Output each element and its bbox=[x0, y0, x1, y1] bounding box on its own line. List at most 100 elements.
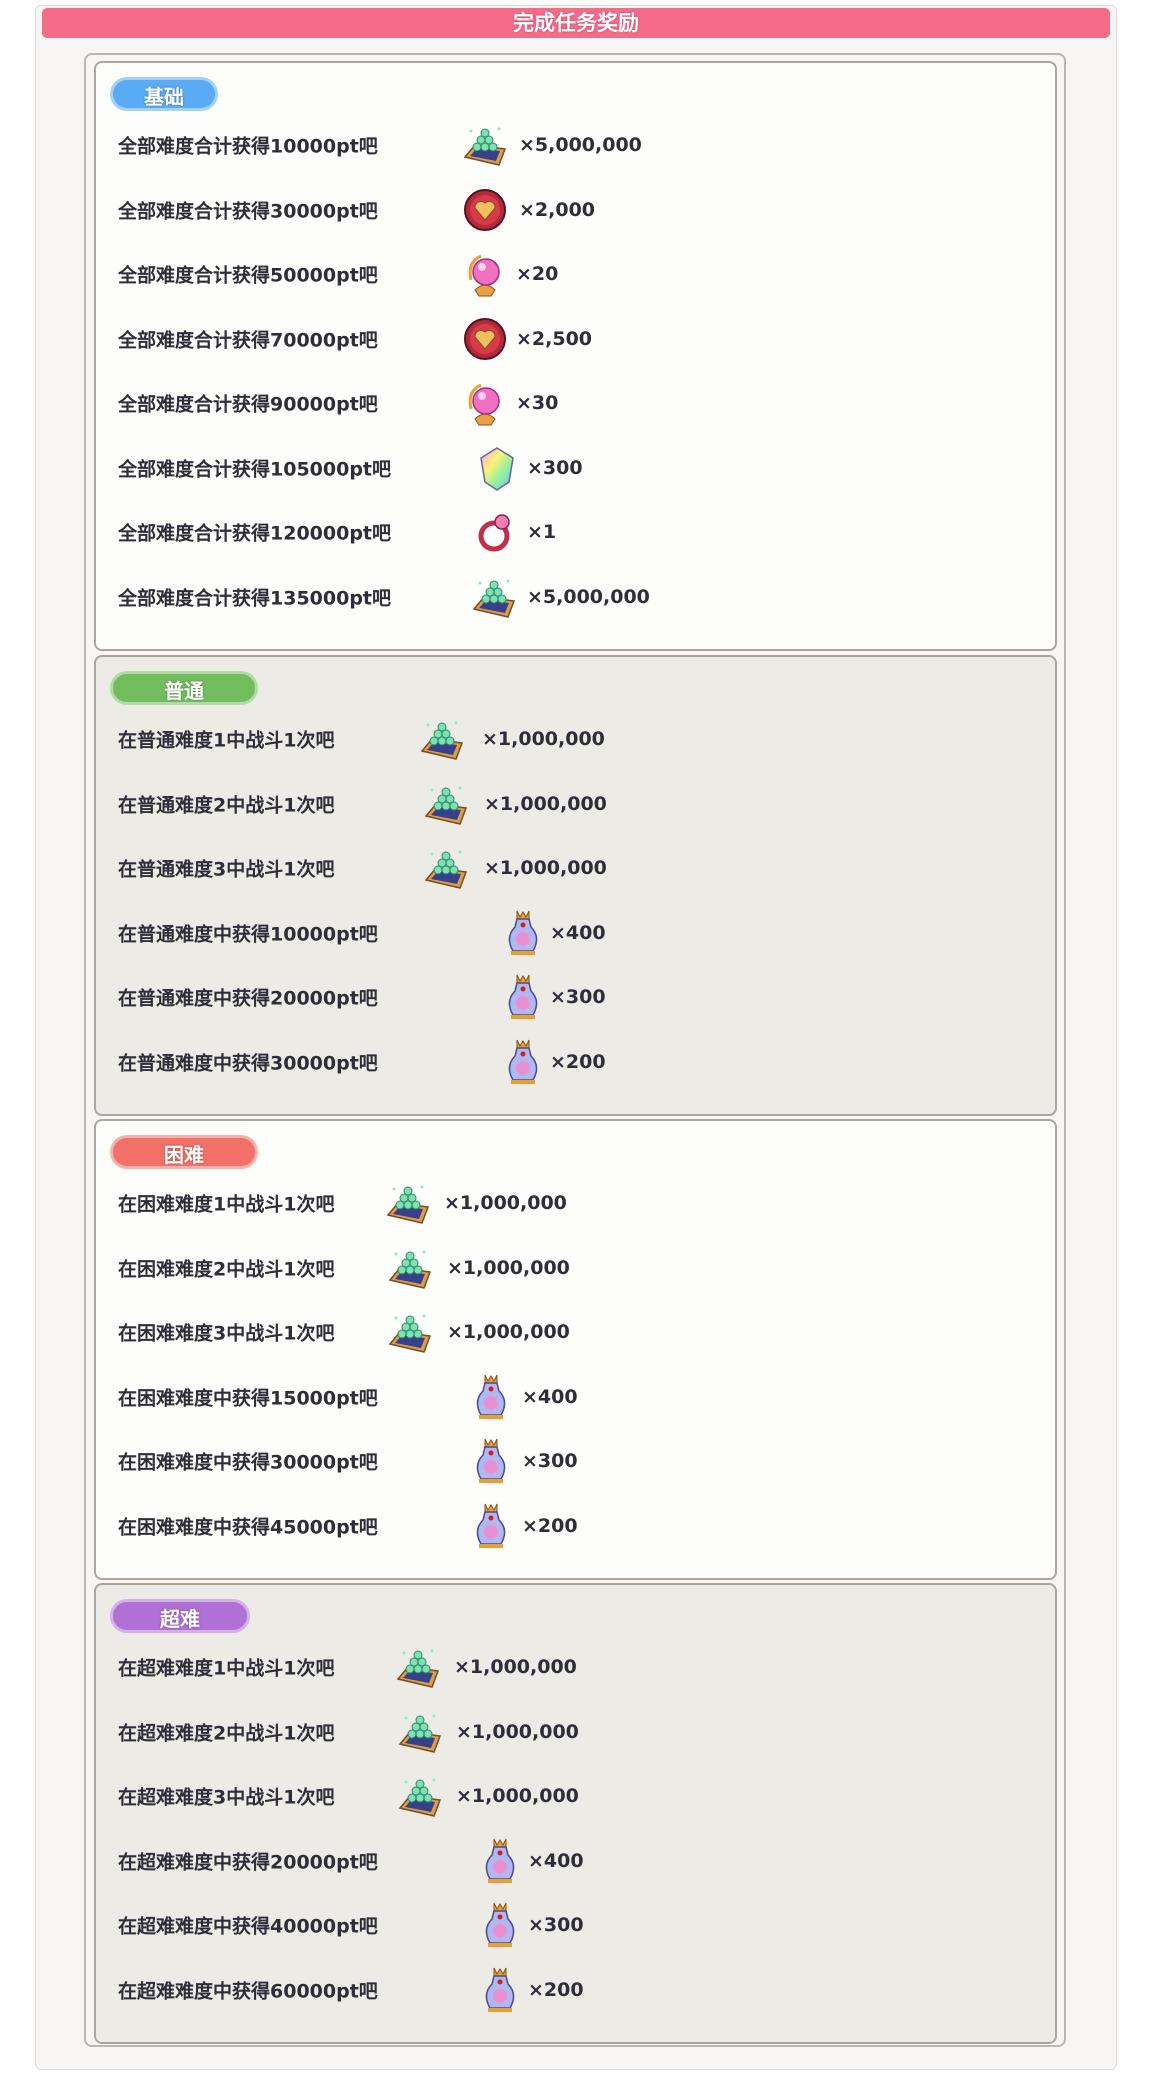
reward-amount: ×1,000,000 bbox=[484, 792, 607, 815]
section-basic: 基础 全部难度合计获得10000pt吧 ×5,000,000 全部难度合计获得3000… bbox=[94, 61, 1057, 651]
reward-amount: ×1,000,000 bbox=[456, 1720, 579, 1743]
heart-medal-icon bbox=[461, 315, 509, 363]
task-row: 在超难难度中获得60000pt吧 ×200 bbox=[96, 1958, 1055, 2023]
task-label: 全部难度合计获得70000pt吧 bbox=[118, 329, 378, 352]
reward-amount: ×400 bbox=[528, 1849, 584, 1872]
mana-gems-icon bbox=[386, 1244, 434, 1292]
reward-amount: ×300 bbox=[522, 1450, 578, 1473]
reward-amount: ×1 bbox=[527, 521, 557, 544]
reward-amount: ×2,500 bbox=[516, 327, 593, 350]
task-label: 在超难难度2中战斗1次吧 bbox=[118, 1722, 335, 1745]
task-label: 在普通难度2中战斗1次吧 bbox=[118, 794, 335, 817]
rainbow-crystal-icon bbox=[473, 444, 521, 492]
page-title: 完成任务奖励 bbox=[42, 8, 1110, 38]
task-label: 在困难难度2中战斗1次吧 bbox=[118, 1258, 335, 1281]
crowned-vase-icon bbox=[476, 1901, 524, 1949]
task-row: 全部难度合计获得105000pt吧 ×300 bbox=[96, 436, 1055, 501]
mana-gems-icon bbox=[422, 844, 470, 892]
task-row: 在超难难度2中战斗1次吧 ×1,000,000 bbox=[96, 1700, 1055, 1765]
mana-gems-icon bbox=[422, 780, 470, 828]
reward-amount: ×200 bbox=[528, 1978, 584, 2001]
task-label: 在超难难度中获得60000pt吧 bbox=[118, 1980, 378, 2003]
reward-amount: ×400 bbox=[550, 921, 606, 944]
task-row: 在普通难度1中战斗1次吧 ×1,000,000 bbox=[96, 707, 1055, 772]
mana-gems-icon bbox=[394, 1643, 442, 1691]
ring-icon bbox=[472, 508, 520, 556]
task-label: 在超难难度中获得20000pt吧 bbox=[118, 1851, 378, 1874]
section-badge: 困难 bbox=[110, 1135, 258, 1169]
task-row: 在超难难度3中战斗1次吧 ×1,000,000 bbox=[96, 1764, 1055, 1829]
task-label: 在困难难度中获得30000pt吧 bbox=[118, 1451, 378, 1474]
task-label: 在普通难度3中战斗1次吧 bbox=[118, 858, 335, 881]
task-label: 在困难难度中获得15000pt吧 bbox=[118, 1387, 378, 1410]
task-row: 在普通难度中获得20000pt吧 ×300 bbox=[96, 965, 1055, 1030]
crowned-vase-icon bbox=[499, 973, 547, 1021]
reward-amount: ×1,000,000 bbox=[447, 1256, 570, 1279]
task-row: 全部难度合计获得135000pt吧 ×5,000,000 bbox=[96, 565, 1055, 630]
mana-gems-icon bbox=[418, 715, 466, 763]
task-label: 全部难度合计获得90000pt吧 bbox=[118, 393, 378, 416]
section-badge: 超难 bbox=[110, 1599, 250, 1633]
heart-medal-icon bbox=[461, 186, 509, 234]
section-badge: 基础 bbox=[110, 77, 218, 111]
task-label: 在普通难度中获得20000pt吧 bbox=[118, 987, 378, 1010]
task-row: 全部难度合计获得30000pt吧 ×2,000 bbox=[96, 178, 1055, 243]
reward-amount: ×5,000,000 bbox=[527, 585, 650, 608]
task-label: 全部难度合计获得120000pt吧 bbox=[118, 522, 392, 545]
section-normal: 普通 在普通难度1中战斗1次吧 ×1,000,000 在普通难度2中战斗1次吧 ×1,0… bbox=[94, 655, 1057, 1116]
task-label: 在普通难度中获得10000pt吧 bbox=[118, 923, 378, 946]
task-label: 在超难难度1中战斗1次吧 bbox=[118, 1657, 335, 1680]
task-row: 在超难难度1中战斗1次吧 ×1,000,000 bbox=[96, 1635, 1055, 1700]
crowned-vase-icon bbox=[476, 1837, 524, 1885]
task-row: 在超难难度中获得20000pt吧 ×400 bbox=[96, 1829, 1055, 1894]
task-row: 在困难难度1中战斗1次吧 ×1,000,000 bbox=[96, 1171, 1055, 1236]
reward-amount: ×200 bbox=[522, 1514, 578, 1537]
task-row: 在困难难度中获得30000pt吧 ×300 bbox=[96, 1429, 1055, 1494]
reward-amount: ×1,000,000 bbox=[454, 1656, 577, 1679]
mana-gems-icon bbox=[396, 1772, 444, 1820]
section-super: 超难在超难难度1中战斗1次吧 ×1,000,000 在超难难度2中战斗1次吧 ×1,0… bbox=[94, 1583, 1057, 2044]
task-row: 在困难难度中获得15000pt吧 ×400 bbox=[96, 1365, 1055, 1430]
crowned-vase-icon bbox=[499, 909, 547, 957]
mana-gems-icon bbox=[470, 573, 518, 621]
task-row: 在普通难度中获得10000pt吧 ×400 bbox=[96, 901, 1055, 966]
task-row: 在困难难度中获得45000pt吧 ×200 bbox=[96, 1494, 1055, 1559]
task-row: 在普通难度中获得30000pt吧 ×200 bbox=[96, 1030, 1055, 1095]
reward-amount: ×1,000,000 bbox=[456, 1785, 579, 1808]
reward-amount: ×30 bbox=[516, 392, 559, 415]
task-row: 在超难难度中获得40000pt吧 ×300 bbox=[96, 1893, 1055, 1958]
mana-gems-icon bbox=[384, 1179, 432, 1227]
crowned-vase-icon bbox=[467, 1502, 515, 1550]
task-row: 全部难度合计获得10000pt吧 ×5,000,000 bbox=[96, 113, 1055, 178]
crowned-vase-icon bbox=[467, 1373, 515, 1421]
task-label: 全部难度合计获得50000pt吧 bbox=[118, 264, 378, 287]
task-label: 在困难难度中获得45000pt吧 bbox=[118, 1516, 378, 1539]
reward-amount: ×400 bbox=[522, 1385, 578, 1408]
reward-amount: ×1,000,000 bbox=[447, 1321, 570, 1344]
mana-gems-icon bbox=[396, 1708, 444, 1756]
task-label: 在普通难度中获得30000pt吧 bbox=[118, 1052, 378, 1075]
task-row: 在困难难度3中战斗1次吧 ×1,000,000 bbox=[96, 1300, 1055, 1365]
task-row: 全部难度合计获得70000pt吧 ×2,500 bbox=[96, 307, 1055, 372]
mana-gems-icon bbox=[461, 121, 509, 169]
section-badge: 普通 bbox=[110, 671, 258, 705]
reward-amount: ×2,000 bbox=[519, 198, 596, 221]
task-label: 全部难度合计获得105000pt吧 bbox=[118, 458, 392, 481]
reward-amount: ×300 bbox=[528, 1914, 584, 1937]
reward-amount: ×200 bbox=[550, 1050, 606, 1073]
task-label: 全部难度合计获得30000pt吧 bbox=[118, 200, 378, 223]
task-label: 全部难度合计获得135000pt吧 bbox=[118, 587, 392, 610]
section-hard: 困难 在困难难度1中战斗1次吧 ×1,000,000 在困难难度2中战斗1次吧 ×1,0… bbox=[94, 1119, 1057, 1580]
mana-gems-icon bbox=[386, 1308, 434, 1356]
crowned-vase-icon bbox=[467, 1437, 515, 1485]
reward-amount: ×1,000,000 bbox=[482, 728, 605, 751]
reward-amount: ×20 bbox=[516, 263, 559, 286]
task-label: 在困难难度1中战斗1次吧 bbox=[118, 1193, 335, 1216]
reward-amount: ×1,000,000 bbox=[484, 857, 607, 880]
pink-orb-icon bbox=[461, 250, 509, 298]
task-label: 全部难度合计获得10000pt吧 bbox=[118, 135, 378, 158]
task-row: 在普通难度2中战斗1次吧 ×1,000,000 bbox=[96, 772, 1055, 837]
pink-orb-icon bbox=[461, 379, 509, 427]
task-row: 全部难度合计获得120000pt吧 ×1 bbox=[96, 500, 1055, 565]
reward-amount: ×300 bbox=[550, 986, 606, 1009]
